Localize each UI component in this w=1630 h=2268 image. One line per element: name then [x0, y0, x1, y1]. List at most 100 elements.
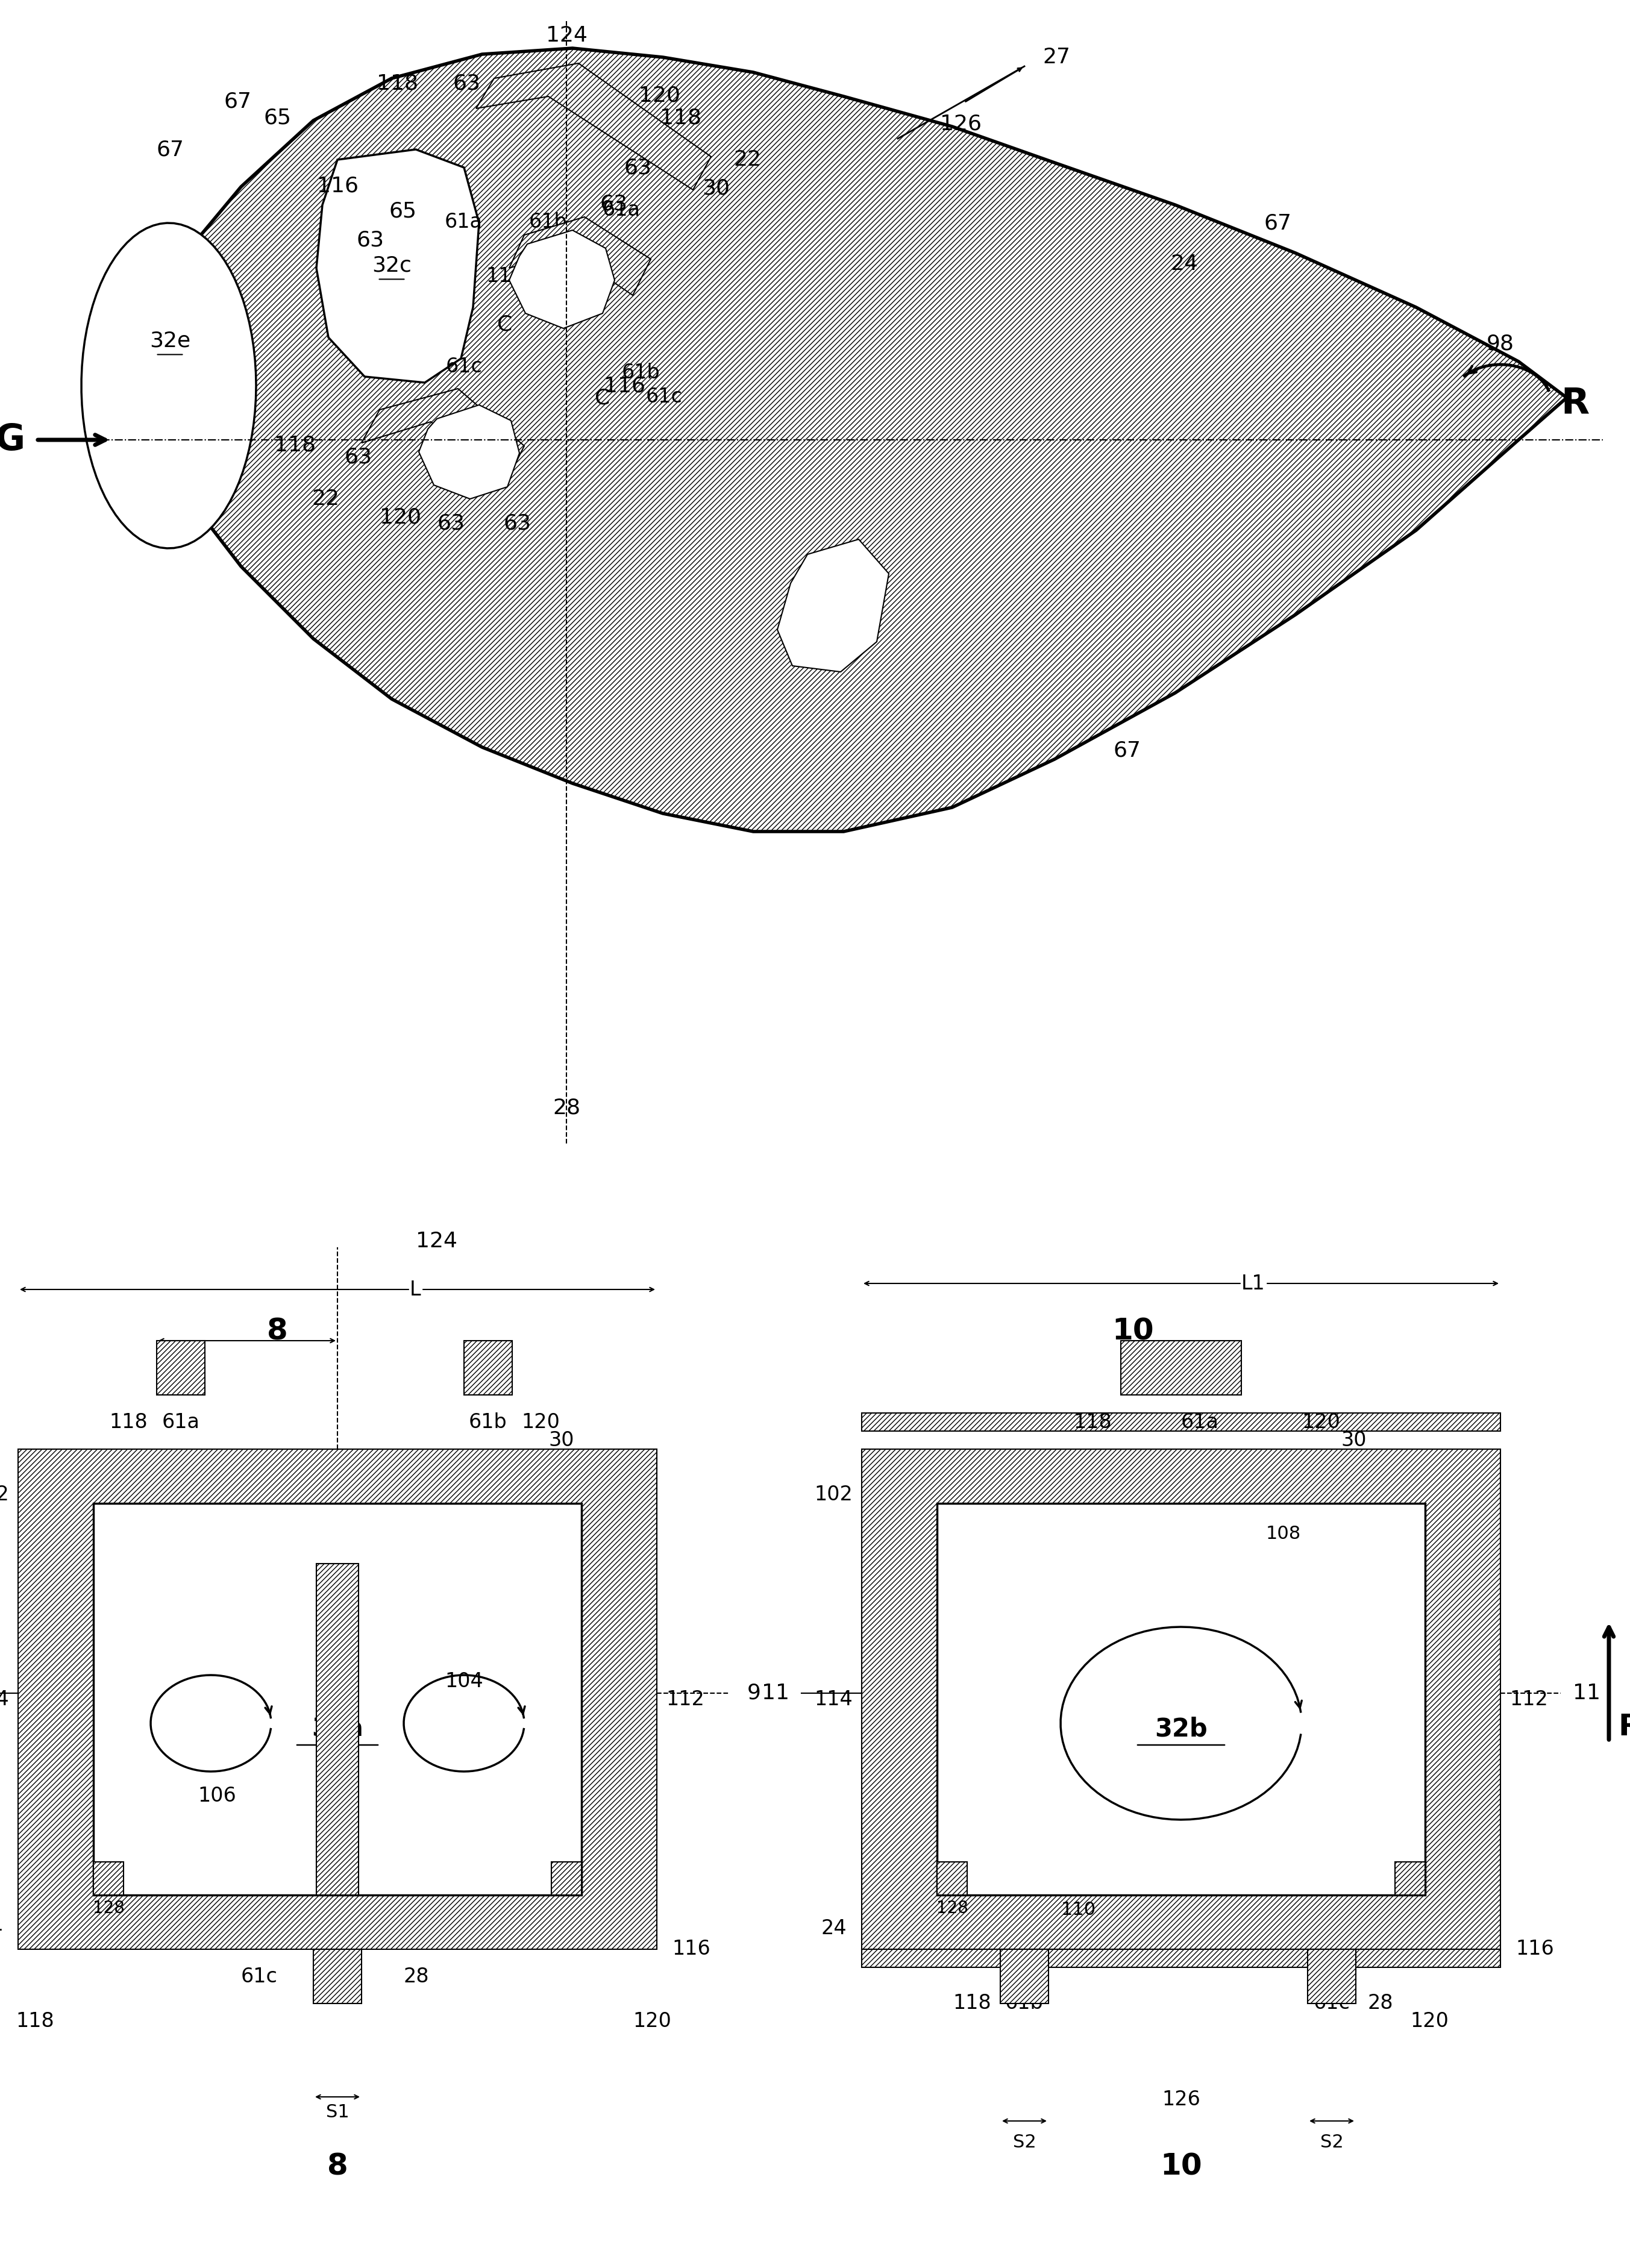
Text: 61b: 61b: [1006, 1994, 1043, 2014]
Text: G: G: [0, 422, 26, 458]
Text: 11: 11: [1573, 1683, 1601, 1703]
Text: 30: 30: [703, 177, 730, 197]
Text: 24: 24: [0, 1919, 3, 1939]
Text: 61b: 61b: [530, 211, 567, 231]
Text: 27: 27: [1043, 48, 1071, 68]
Text: 67: 67: [1113, 739, 1141, 760]
Text: R: R: [1560, 386, 1589, 422]
Text: 98: 98: [1487, 333, 1514, 354]
Polygon shape: [316, 1563, 359, 1896]
Text: 9: 9: [747, 1683, 761, 1703]
Text: 63: 63: [652, 134, 680, 154]
Bar: [156, 1340, 205, 1395]
Polygon shape: [316, 150, 479, 383]
Polygon shape: [419, 406, 520, 499]
Text: 116: 116: [316, 175, 359, 195]
Polygon shape: [18, 1449, 657, 1948]
Bar: [1121, 1340, 1242, 1395]
Text: 63: 63: [453, 73, 481, 93]
Polygon shape: [82, 222, 256, 549]
Polygon shape: [862, 1449, 1501, 1948]
Text: 126: 126: [1162, 2089, 1200, 2109]
Polygon shape: [111, 48, 1566, 832]
Text: 61c: 61c: [1314, 1994, 1350, 2014]
Text: 126: 126: [941, 113, 981, 134]
Text: C: C: [595, 388, 610, 408]
Text: 61c: 61c: [241, 1966, 277, 1987]
Text: 24: 24: [1170, 254, 1198, 274]
Bar: [1307, 1948, 1356, 2003]
Text: 22: 22: [734, 150, 761, 170]
Text: 8: 8: [267, 1318, 287, 1347]
Text: 63: 63: [357, 229, 385, 249]
Text: 67: 67: [156, 138, 184, 159]
Polygon shape: [362, 388, 525, 483]
Text: 61a: 61a: [603, 200, 641, 220]
Text: 32c: 32c: [372, 254, 411, 274]
Text: S2: S2: [1012, 2134, 1037, 2150]
Text: 116: 116: [1516, 1939, 1553, 1960]
Bar: [465, 1340, 512, 1395]
Text: 112: 112: [1509, 1690, 1548, 1710]
Text: 28: 28: [404, 1966, 429, 1987]
Text: 30: 30: [1341, 1431, 1366, 1449]
Text: 22: 22: [311, 488, 339, 508]
Text: 63: 63: [624, 156, 652, 177]
Text: 108: 108: [1267, 1524, 1301, 1542]
Text: 32d: 32d: [818, 594, 859, 615]
Text: S2: S2: [170, 1354, 192, 1370]
Text: 128: 128: [551, 1862, 582, 1880]
Text: 67: 67: [1263, 213, 1291, 234]
Text: 65: 65: [264, 107, 292, 127]
Text: 114: 114: [815, 1690, 852, 1710]
Polygon shape: [509, 229, 615, 329]
Text: 116: 116: [603, 376, 645, 397]
Bar: [93, 1504, 582, 1896]
Text: 118: 118: [377, 73, 419, 93]
Polygon shape: [509, 218, 650, 295]
Text: 32a: 32a: [311, 1717, 363, 1742]
Text: 116: 116: [672, 1939, 711, 1960]
Text: 63: 63: [437, 513, 465, 533]
Text: 11: 11: [761, 1683, 789, 1703]
Text: 128: 128: [93, 1901, 124, 1916]
Text: 120: 120: [1410, 2012, 1449, 2032]
Text: 104: 104: [445, 1672, 482, 1692]
Text: 102: 102: [813, 1483, 852, 1504]
Bar: [862, 1948, 1501, 1966]
Text: 124: 124: [416, 1232, 458, 1252]
Text: 112: 112: [667, 1690, 704, 1710]
Text: 65: 65: [388, 200, 416, 222]
Text: 32e: 32e: [150, 331, 191, 352]
Text: 124: 124: [546, 25, 587, 45]
Text: 32b: 32b: [452, 445, 492, 465]
Bar: [1001, 1948, 1048, 2003]
Text: L1: L1: [1242, 1275, 1265, 1293]
Text: 120: 120: [1302, 1413, 1340, 1431]
Text: 120: 120: [639, 84, 681, 104]
Text: 118: 118: [109, 1413, 148, 1431]
Bar: [937, 1862, 967, 1896]
Text: 128: 128: [936, 1901, 968, 1916]
Bar: [1395, 1862, 1425, 1896]
Text: 8: 8: [328, 2152, 347, 2180]
Text: S2: S2: [476, 1354, 500, 1370]
Text: 120: 120: [522, 1413, 559, 1431]
Text: 116: 116: [486, 265, 525, 286]
Bar: [93, 1862, 124, 1896]
Text: 110: 110: [1061, 1901, 1095, 1919]
Bar: [862, 1413, 1501, 1431]
Text: 61a: 61a: [1182, 1413, 1219, 1431]
Bar: [313, 1948, 362, 2003]
Text: S1: S1: [1218, 1354, 1240, 1370]
Text: 61c: 61c: [445, 356, 482, 376]
Text: 63: 63: [504, 513, 531, 533]
Text: 28: 28: [1368, 1994, 1394, 2014]
Text: 67: 67: [225, 91, 253, 111]
Text: 118: 118: [274, 435, 316, 456]
Text: R: R: [1619, 1712, 1630, 1742]
Text: 120: 120: [632, 2012, 672, 2032]
Text: L: L: [409, 1279, 421, 1300]
Text: 28: 28: [553, 1098, 580, 1118]
Text: 24: 24: [822, 1919, 846, 1939]
